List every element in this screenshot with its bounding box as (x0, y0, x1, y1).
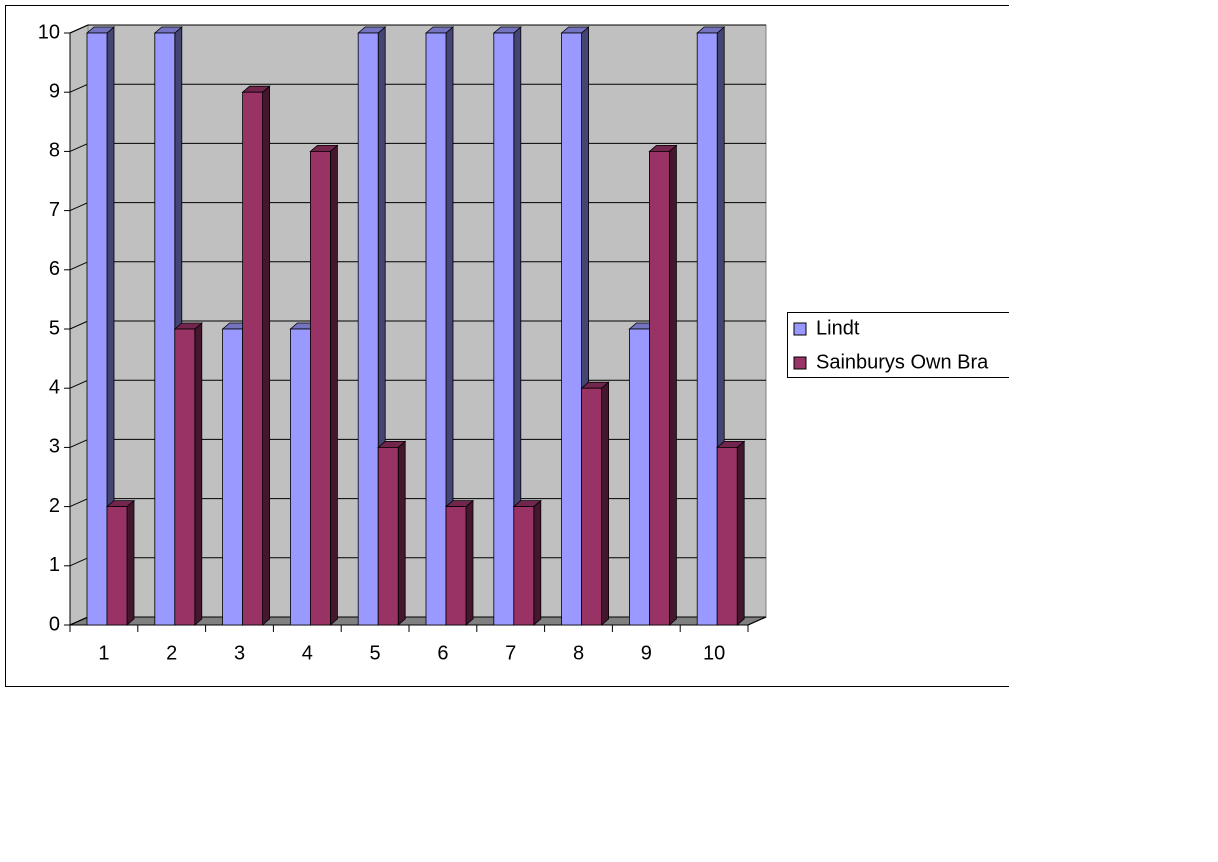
bar (85, 26, 116, 626)
bar-front (242, 91, 264, 626)
bar (105, 499, 136, 626)
bar-side (329, 144, 338, 626)
bar (309, 144, 339, 626)
y-tick-label: 0 (49, 613, 60, 635)
bar-front (696, 32, 718, 626)
bar-front (649, 150, 670, 626)
bar (424, 26, 455, 626)
bar-side (465, 499, 474, 626)
bar-side (601, 381, 609, 626)
grid-line (69, 320, 89, 330)
x-axis-depth (747, 616, 767, 626)
grid-line (69, 498, 89, 508)
x-tick-label: 10 (703, 642, 725, 664)
x-tick-label: 5 (370, 642, 381, 664)
bar-front (174, 328, 196, 626)
bar (512, 499, 542, 626)
grid-line (69, 142, 89, 152)
y-tick-label: 7 (49, 199, 60, 221)
grid-line (69, 438, 89, 448)
bar-front (357, 32, 379, 626)
bar (648, 144, 678, 626)
bar-side (669, 144, 677, 626)
bar-front (106, 506, 128, 626)
legend-swatch (793, 322, 807, 336)
y-tick-label: 4 (49, 376, 60, 398)
bar (560, 26, 590, 626)
grid-line (69, 24, 89, 34)
legend-swatch (793, 356, 807, 370)
bar (173, 322, 203, 626)
y-tick-label: 2 (49, 495, 60, 517)
y-tick-label: 5 (49, 317, 60, 339)
chart-border (5, 5, 1009, 687)
bar-front (309, 150, 331, 626)
bar-front (377, 446, 399, 626)
bar (716, 440, 746, 626)
x-tick-label: 8 (573, 642, 584, 664)
y-tick-label: 3 (49, 436, 60, 458)
bar (444, 499, 475, 626)
legend-box (787, 312, 1009, 378)
grid-line (69, 83, 89, 93)
legend-label: Lindt (816, 317, 860, 339)
x-tick-label: 1 (98, 642, 109, 664)
x-tick-label: 9 (641, 642, 652, 664)
y-tick-label: 9 (49, 80, 60, 102)
bar-front (581, 387, 602, 626)
bar-front (222, 328, 244, 626)
bar (492, 26, 522, 626)
x-tick-label: 3 (234, 642, 245, 664)
bar-front (289, 328, 311, 626)
grid-line (69, 261, 89, 271)
x-tick-label: 2 (166, 642, 177, 664)
x-tick-label: 6 (437, 642, 448, 664)
bar-side (262, 85, 271, 626)
bar-front (154, 32, 176, 626)
bar-side (126, 499, 135, 626)
bar-side (533, 499, 542, 626)
x-tick-label: 4 (302, 642, 313, 664)
y-tick-label: 1 (49, 554, 60, 576)
bar-front (86, 32, 108, 626)
bar-front (513, 506, 535, 626)
grid-line (69, 202, 89, 212)
chart-area: 0 1 2 3 4 5 6 7 8 9 10 1 2 3 4 5 6 7 8 9 10 Lindt Sainburys Ow… (5, 5, 1009, 687)
bar (580, 381, 610, 626)
y-tick-label: 8 (49, 140, 60, 162)
x-tick-label: 7 (505, 642, 516, 664)
bar-front (629, 328, 650, 626)
legend: Lindt Sainburys Own Bra (787, 312, 1009, 378)
bar-front (425, 32, 447, 626)
legend-label: Sainburys Own Bra (816, 351, 989, 373)
bar-front (716, 446, 738, 626)
y-tick-label: 6 (49, 258, 60, 280)
bar-front (493, 32, 515, 626)
bar (377, 440, 407, 626)
bar-side (736, 440, 745, 626)
bar-side (397, 440, 406, 626)
bar-side (194, 322, 203, 626)
bar-front (561, 32, 582, 626)
y-tick-label: 10 (38, 21, 60, 43)
bar-front (445, 506, 467, 626)
grid-line (69, 379, 89, 389)
grid-line (69, 616, 89, 626)
grid-line (69, 557, 89, 567)
bar (241, 85, 271, 626)
